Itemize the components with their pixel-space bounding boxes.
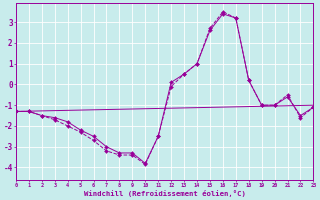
X-axis label: Windchill (Refroidissement éolien,°C): Windchill (Refroidissement éolien,°C): [84, 190, 245, 197]
